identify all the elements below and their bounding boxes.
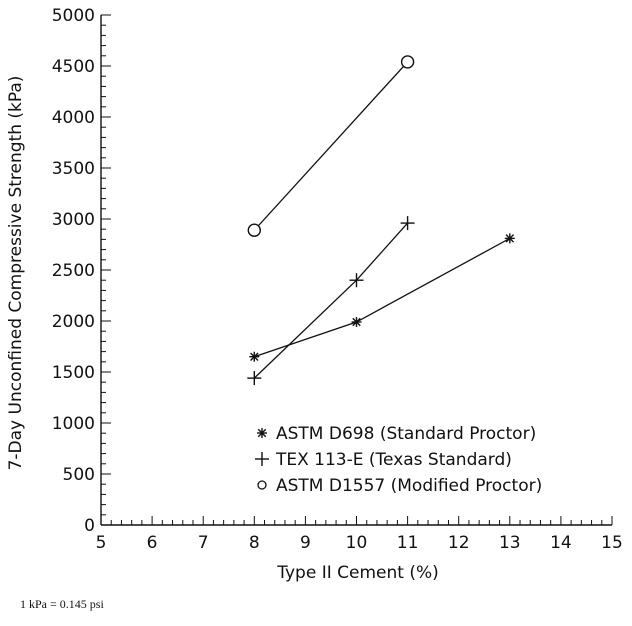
legend-marker [257,480,267,490]
x-tick-label: 14 [550,533,572,553]
x-tick-label: 15 [601,533,623,553]
legend-label: TEX 113-E (Texas Standard) [275,450,512,470]
star-marker-d2 [257,428,267,438]
series-tex-113-e-texas-standard [247,216,415,386]
y-tick-label: 4000 [52,108,95,128]
data-point [351,317,362,328]
data-point [400,55,415,69]
y-tick-label: 4500 [52,57,95,77]
series-group [247,55,515,386]
legend: ASTM D698 (Standard Proctor) TEX 113-E (T… [255,424,542,496]
y-tick-label: 1500 [52,363,95,383]
x-tick-label: 9 [300,533,311,553]
star-marker-d2 [352,317,361,327]
chart: 5 6 7 8 9 10 11 12 13 14 15 0 500 1000 1500 2000 2500 300… [6,6,623,583]
star-marker-d2 [250,352,259,361]
y-tick-label: 2500 [52,261,95,281]
data-point [504,233,515,244]
circle-marker-shape [400,55,415,69]
x-tick-label: 6 [147,533,158,553]
data-point [249,351,260,362]
x-tick-label: 7 [198,533,209,553]
axes [100,15,612,526]
y-tick-label: 5000 [52,6,95,26]
y-tick-label: 2000 [52,312,95,332]
unit-footnote: 1 kPa = 0.145 psi [20,597,104,611]
y-tick-label: 500 [63,465,95,485]
series-line [253,222,409,379]
x-tick-label: 8 [249,533,260,553]
legend-label: ASTM D698 (Standard Proctor) [276,424,536,444]
x-tick-label: 12 [448,533,470,553]
legend-item: TEX 113-E (Texas Standard) [255,450,512,470]
tick-labels: 5 6 7 8 9 10 11 12 13 14 15 0 500 1000 1500 2000 2500 300… [52,6,623,553]
y-tick-label: 0 [84,516,95,536]
series-astm-d1557-modified-proctor [247,55,415,237]
y-tick-label: 3000 [52,210,95,230]
y-tick-label: 3500 [52,159,95,179]
y-axis-title: 7-Day Unconfined Compressive Strength (k… [6,76,26,471]
series-line [253,61,409,231]
x-axis-title: Type II Cement (%) [276,563,439,583]
legend-marker [255,452,269,466]
data-point [349,273,364,288]
legend-label: ASTM D1557 (Modified Proctor) [276,476,542,496]
circle-marker-shape [247,223,262,237]
data-point [247,223,262,237]
marker-fill [401,55,414,68]
x-tick-label: 11 [397,533,419,553]
legend-item: ASTM D1557 (Modified Proctor) [257,476,542,496]
data-point [247,371,262,386]
marker-fill [248,224,261,237]
ticks [100,14,613,526]
legend-marker [257,428,267,438]
series-line [254,237,511,358]
x-tick-label: 5 [96,533,107,553]
y-tick-label: 1000 [52,414,95,434]
x-tick-label: 10 [346,533,368,553]
legend-item: ASTM D698 (Standard Proctor) [257,424,536,444]
data-point [400,216,415,231]
series-astm-d698-standard-proctor [249,233,515,362]
x-tick-label: 13 [499,533,521,553]
star-marker-d2 [505,234,515,243]
circle-marker-shape [257,480,267,490]
